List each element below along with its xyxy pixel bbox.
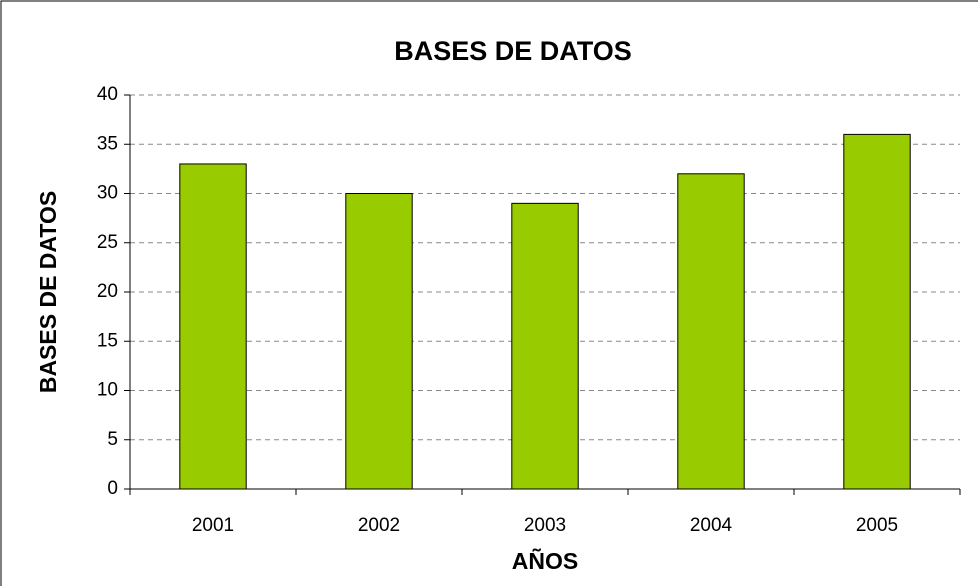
bar xyxy=(179,163,247,490)
y-tick-label: 40 xyxy=(97,84,118,105)
y-tick-label: 5 xyxy=(107,429,118,450)
y-tick-label: 25 xyxy=(97,232,118,253)
y-axis-label: BASES DE DATOS xyxy=(35,191,61,393)
y-tick-label: 15 xyxy=(97,330,118,351)
chart-title: BASES DE DATOS xyxy=(394,36,632,66)
x-tick-label: 2004 xyxy=(690,515,733,536)
y-tick-label: 0 xyxy=(107,478,118,499)
x-axis-label: AÑOS xyxy=(512,547,578,574)
bar xyxy=(345,193,413,490)
x-tick-label: 2003 xyxy=(524,515,566,536)
x-tick-label: 2001 xyxy=(192,515,234,536)
y-tick-label: 35 xyxy=(97,133,118,154)
y-tick-label: 30 xyxy=(97,183,118,204)
bar xyxy=(843,133,911,490)
y-tick-label: 10 xyxy=(97,380,118,401)
y-tick-label: 20 xyxy=(97,281,118,302)
bar xyxy=(511,202,579,490)
x-tick-label: 2002 xyxy=(358,515,400,536)
x-tick-label: 2005 xyxy=(856,515,898,536)
bar xyxy=(677,173,745,490)
